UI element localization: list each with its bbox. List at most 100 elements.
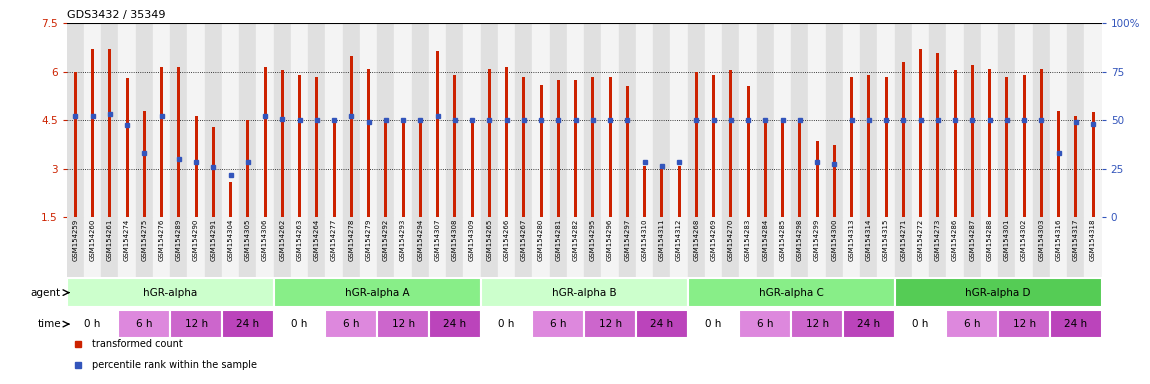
Bar — [826, 217, 843, 277]
Bar — [325, 217, 343, 277]
Text: 24 h: 24 h — [443, 319, 467, 329]
Bar — [153, 23, 170, 217]
Bar — [429, 310, 481, 338]
Text: GSM154306: GSM154306 — [262, 218, 268, 261]
Text: 24 h: 24 h — [1064, 319, 1088, 329]
Bar — [101, 23, 118, 217]
Text: agent: agent — [31, 288, 61, 298]
Bar — [360, 23, 377, 217]
Bar — [291, 23, 308, 217]
Bar — [591, 77, 595, 217]
Text: GSM154311: GSM154311 — [659, 218, 665, 261]
Text: GSM154285: GSM154285 — [780, 218, 785, 261]
Bar — [895, 310, 946, 338]
Bar — [1033, 23, 1050, 217]
Text: GSM154281: GSM154281 — [555, 218, 561, 261]
Bar — [843, 310, 895, 338]
Bar — [626, 86, 629, 217]
Bar — [453, 75, 457, 217]
Bar — [315, 77, 319, 217]
Text: 6 h: 6 h — [343, 319, 360, 329]
Bar — [1050, 217, 1067, 277]
Text: GSM154287: GSM154287 — [969, 218, 975, 261]
Bar — [274, 310, 325, 338]
Bar — [843, 217, 860, 277]
Bar — [377, 217, 394, 277]
Bar — [619, 217, 636, 277]
Text: GSM154268: GSM154268 — [693, 218, 699, 261]
Bar — [1022, 75, 1026, 217]
Bar — [584, 217, 601, 277]
Bar — [757, 23, 774, 217]
Text: GSM154297: GSM154297 — [624, 218, 630, 261]
Bar — [429, 23, 446, 217]
Bar — [108, 49, 112, 217]
Bar — [705, 23, 722, 217]
Bar — [1050, 23, 1067, 217]
Bar — [325, 310, 377, 338]
Bar — [446, 217, 463, 277]
Bar — [532, 310, 584, 338]
Bar — [481, 217, 498, 277]
Bar — [567, 217, 584, 277]
Text: GSM154305: GSM154305 — [245, 218, 251, 261]
Bar — [1015, 23, 1033, 217]
Text: GSM154280: GSM154280 — [538, 218, 544, 261]
Bar — [998, 310, 1050, 338]
Bar — [877, 23, 895, 217]
Bar — [481, 310, 532, 338]
Bar — [194, 116, 198, 217]
Bar — [826, 23, 843, 217]
Bar — [912, 217, 929, 277]
Bar — [774, 23, 791, 217]
Bar — [550, 23, 567, 217]
Bar — [653, 23, 670, 217]
Bar — [136, 23, 153, 217]
Bar — [619, 23, 636, 217]
Bar — [170, 310, 222, 338]
Bar — [946, 23, 964, 217]
Bar — [688, 278, 895, 307]
Bar — [436, 51, 439, 217]
Text: GSM154265: GSM154265 — [486, 218, 492, 261]
Bar — [877, 217, 895, 277]
Bar — [143, 111, 146, 217]
Text: 12 h: 12 h — [805, 319, 829, 329]
Text: GSM154291: GSM154291 — [210, 218, 216, 261]
Bar — [791, 310, 843, 338]
Bar — [515, 217, 532, 277]
Text: GSM154278: GSM154278 — [348, 218, 354, 261]
Text: GSM154282: GSM154282 — [573, 218, 578, 261]
Text: GSM154309: GSM154309 — [469, 218, 475, 261]
Text: GSM154301: GSM154301 — [1004, 218, 1010, 261]
Text: 6 h: 6 h — [550, 319, 567, 329]
Bar — [929, 23, 946, 217]
Bar — [757, 217, 774, 277]
Bar — [360, 217, 377, 277]
Text: 12 h: 12 h — [1012, 319, 1036, 329]
Bar — [550, 217, 567, 277]
Bar — [239, 23, 256, 217]
Text: GSM154310: GSM154310 — [642, 218, 647, 261]
Bar — [1050, 310, 1102, 338]
Text: GSM154261: GSM154261 — [107, 218, 113, 261]
Text: hGR-alpha C: hGR-alpha C — [759, 288, 823, 298]
Bar — [695, 72, 698, 217]
Bar — [187, 23, 205, 217]
Bar — [229, 182, 232, 217]
Bar — [274, 23, 291, 217]
Bar — [532, 23, 550, 217]
Bar — [539, 85, 543, 217]
Text: GSM154304: GSM154304 — [228, 218, 233, 261]
Bar — [688, 310, 739, 338]
Text: GSM154263: GSM154263 — [297, 218, 302, 261]
Text: GSM154293: GSM154293 — [400, 218, 406, 261]
Text: GSM154275: GSM154275 — [141, 218, 147, 261]
Bar — [653, 217, 670, 277]
Bar — [1091, 112, 1095, 217]
Text: GSM154300: GSM154300 — [831, 218, 837, 261]
Bar — [401, 121, 405, 217]
Bar — [815, 141, 819, 217]
Bar — [574, 80, 577, 217]
Bar — [67, 278, 274, 307]
